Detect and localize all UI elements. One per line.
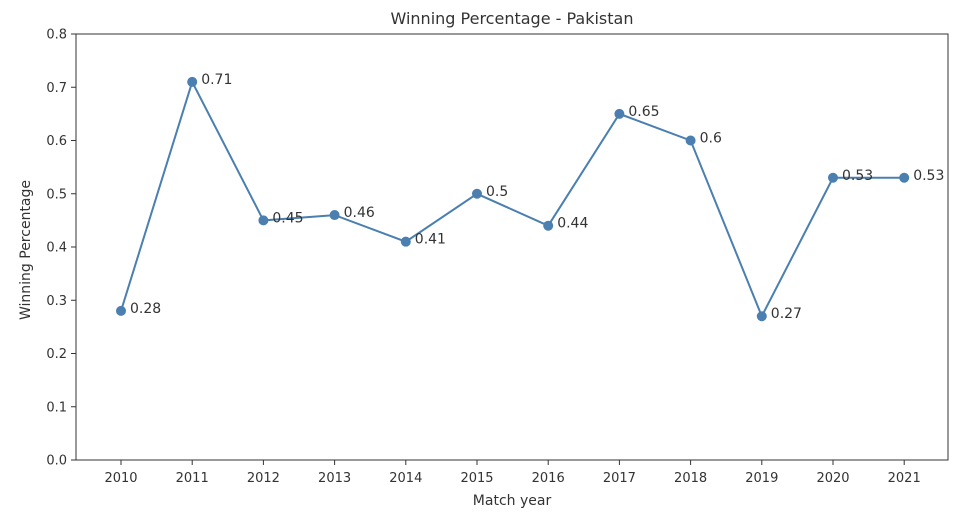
data-point — [472, 188, 482, 199]
x-tick-label: 2014 — [389, 471, 422, 486]
x-tick-label: 2020 — [816, 471, 849, 486]
x-tick-label: 2012 — [247, 471, 280, 486]
x-tick-label: 2013 — [318, 471, 351, 486]
y-tick-label: 0.1 — [46, 400, 67, 415]
x-axis-label: Match year — [473, 493, 552, 509]
data-label: 0.65 — [628, 104, 659, 120]
data-label: 0.71 — [201, 72, 232, 88]
y-axis: 0.0 0.1 0.2 0.3 0.4 0.5 0.6 0.7 0.8 — [46, 28, 76, 469]
x-tick-label: 2021 — [888, 471, 921, 486]
data-label: 0.46 — [344, 205, 375, 221]
data-point — [543, 220, 554, 231]
data-points — [116, 76, 910, 322]
data-point — [258, 215, 269, 226]
data-label: 0.45 — [272, 210, 303, 226]
y-tick-label: 0.2 — [46, 347, 67, 362]
y-tick-label: 0.5 — [46, 187, 67, 202]
y-tick-label: 0.4 — [46, 241, 67, 256]
data-point — [685, 135, 696, 146]
x-tick-label: 2017 — [603, 471, 636, 486]
data-label: 0.5 — [486, 184, 508, 200]
series-line — [120, 79, 905, 319]
data-label: 0.28 — [130, 301, 161, 317]
x-tick-label: 2011 — [176, 471, 209, 486]
data-point — [400, 236, 411, 247]
plot-area — [75, 33, 949, 461]
x-tick-label: 2018 — [674, 471, 707, 486]
data-point — [187, 76, 198, 87]
data-label: 0.41 — [415, 232, 446, 248]
x-tick-label: 2016 — [532, 471, 565, 486]
y-axis-label: Winning Percentage — [18, 180, 34, 320]
data-point — [756, 311, 767, 322]
y-tick-label: 0.8 — [46, 28, 67, 43]
data-label: 0.6 — [700, 131, 722, 147]
y-tick-label: 0.3 — [46, 294, 67, 309]
y-tick-label: 0.7 — [46, 81, 67, 96]
x-tick-label: 2019 — [745, 471, 778, 486]
x-tick-label: 2015 — [460, 471, 493, 486]
x-axis: 2010 2011 2012 2013 2014 2015 2016 2017 2018 2019… — [104, 460, 921, 486]
x-tick-label: 2010 — [104, 471, 137, 486]
chart-title: Winning Percentage - Pakistan — [391, 9, 634, 28]
data-label: 0.44 — [557, 216, 588, 232]
data-point — [828, 172, 838, 183]
data-labels: 0.28 0.71 0.45 0.46 0.41 0.5 0.44 0.65 0.6 0.27 0.… — [130, 72, 944, 322]
data-point — [899, 172, 910, 183]
data-label: 0.53 — [913, 168, 944, 184]
data-label: 0.53 — [842, 168, 873, 184]
data-point — [116, 305, 126, 316]
data-point — [329, 210, 340, 221]
data-label: 0.27 — [771, 306, 802, 322]
y-tick-label: 0.6 — [46, 134, 67, 149]
y-tick-label: 0.0 — [46, 454, 67, 469]
data-point — [614, 108, 625, 119]
